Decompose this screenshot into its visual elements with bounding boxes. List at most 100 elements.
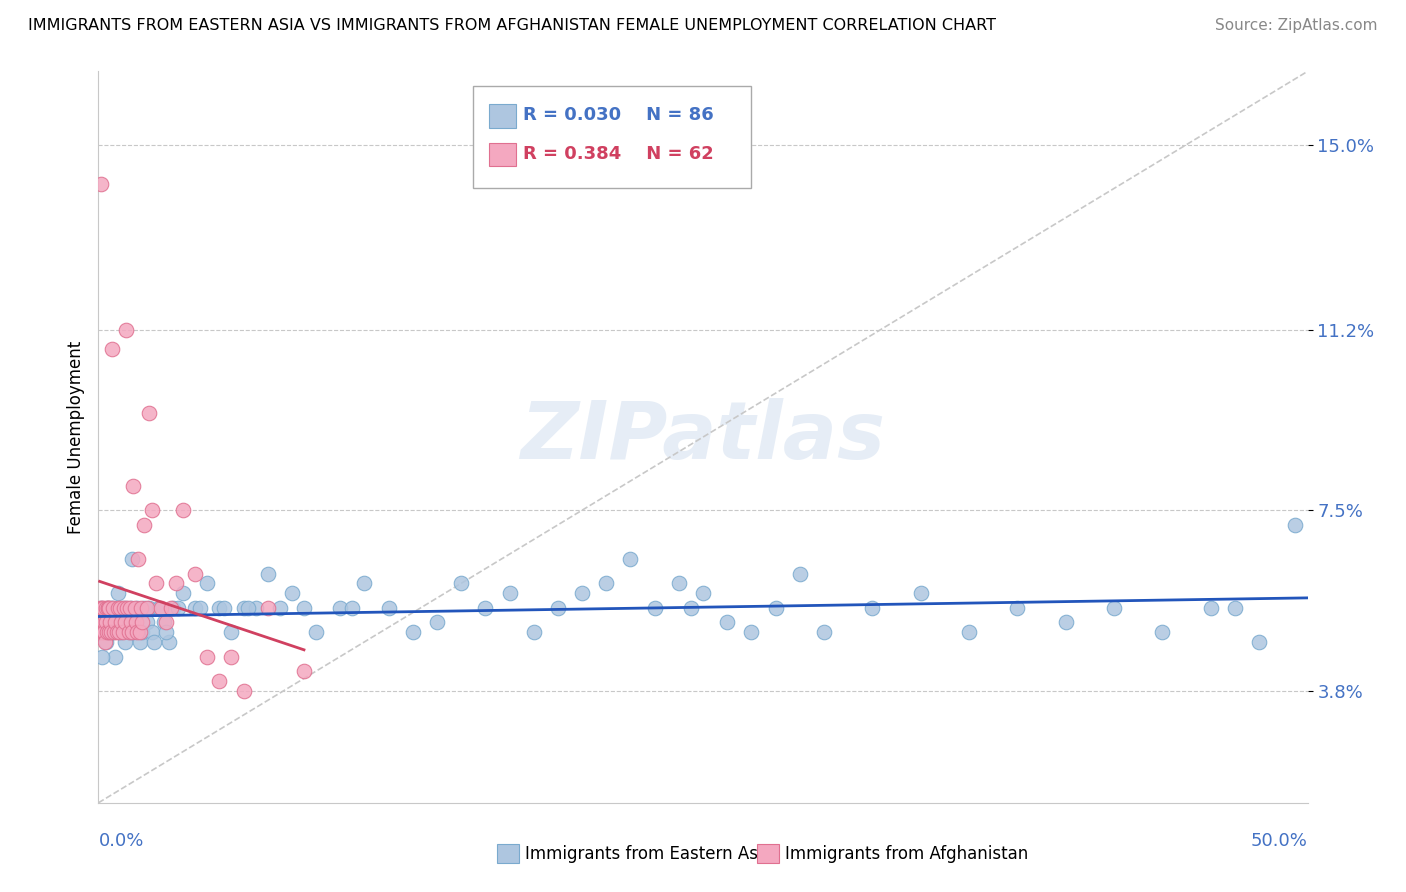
FancyBboxPatch shape bbox=[474, 86, 751, 188]
Point bbox=[103, 625, 125, 640]
Point bbox=[155, 625, 177, 640]
Point bbox=[155, 615, 177, 630]
Point bbox=[692, 586, 714, 600]
Point bbox=[131, 625, 153, 640]
Point bbox=[789, 566, 811, 581]
Point bbox=[118, 625, 141, 640]
Point bbox=[96, 625, 118, 640]
Point bbox=[115, 323, 138, 337]
Point bbox=[188, 600, 211, 615]
Point bbox=[100, 625, 122, 640]
Point bbox=[134, 517, 156, 532]
Point bbox=[157, 635, 180, 649]
Point bbox=[89, 615, 111, 630]
Point bbox=[138, 600, 160, 615]
Point bbox=[305, 625, 328, 640]
Point bbox=[107, 586, 129, 600]
Point bbox=[117, 615, 139, 630]
Point bbox=[679, 600, 702, 615]
Point bbox=[98, 615, 121, 630]
Bar bbox=[498, 845, 519, 863]
Point bbox=[1223, 600, 1246, 615]
Point bbox=[91, 615, 114, 630]
Point bbox=[104, 649, 127, 664]
Text: R = 0.030    N = 86: R = 0.030 N = 86 bbox=[523, 105, 714, 123]
Point bbox=[595, 576, 617, 591]
Point bbox=[90, 177, 112, 191]
Point bbox=[122, 479, 145, 493]
Text: ZIPatlas: ZIPatlas bbox=[520, 398, 886, 476]
Point bbox=[1199, 600, 1222, 615]
Point bbox=[208, 600, 231, 615]
Point bbox=[1054, 615, 1077, 630]
Point bbox=[450, 576, 472, 591]
Point bbox=[97, 625, 120, 640]
Point bbox=[128, 625, 150, 640]
Point bbox=[1007, 600, 1029, 615]
Text: Source: ZipAtlas.com: Source: ZipAtlas.com bbox=[1215, 18, 1378, 33]
Point bbox=[221, 649, 243, 664]
Point bbox=[172, 586, 194, 600]
Point bbox=[547, 600, 569, 615]
Point bbox=[121, 625, 143, 640]
Point bbox=[97, 600, 120, 615]
Point bbox=[110, 625, 132, 640]
Point bbox=[124, 600, 146, 615]
Text: IMMIGRANTS FROM EASTERN ASIA VS IMMIGRANTS FROM AFGHANISTAN FEMALE UNEMPLOYMENT : IMMIGRANTS FROM EASTERN ASIA VS IMMIGRAN… bbox=[28, 18, 995, 33]
Point bbox=[238, 600, 260, 615]
Point bbox=[208, 673, 231, 688]
Point bbox=[127, 625, 149, 640]
Text: 0.0%: 0.0% bbox=[98, 832, 143, 850]
Point bbox=[100, 600, 122, 615]
Point bbox=[118, 625, 141, 640]
Point bbox=[245, 600, 267, 615]
Point bbox=[141, 625, 163, 640]
Point bbox=[498, 586, 520, 600]
Point bbox=[121, 552, 143, 566]
Point bbox=[377, 600, 399, 615]
Point bbox=[256, 600, 278, 615]
Point bbox=[256, 566, 278, 581]
Text: Immigrants from Afghanistan: Immigrants from Afghanistan bbox=[785, 845, 1028, 863]
Point bbox=[221, 625, 243, 640]
Point bbox=[91, 600, 114, 615]
Bar bbox=[489, 143, 516, 167]
Point bbox=[145, 576, 167, 591]
Point bbox=[115, 600, 138, 615]
Point bbox=[93, 615, 115, 630]
Point bbox=[91, 649, 114, 664]
Point bbox=[910, 586, 932, 600]
Point bbox=[523, 625, 546, 640]
Point bbox=[108, 600, 131, 615]
Point bbox=[1249, 635, 1271, 649]
Point bbox=[89, 600, 111, 615]
Point bbox=[474, 600, 496, 615]
Point bbox=[114, 635, 136, 649]
Point bbox=[740, 625, 762, 640]
Point bbox=[292, 664, 315, 678]
Point bbox=[135, 615, 157, 630]
Point bbox=[96, 615, 118, 630]
Point bbox=[111, 625, 134, 640]
Point bbox=[957, 625, 980, 640]
Point bbox=[94, 600, 117, 615]
Point bbox=[105, 615, 128, 630]
Point bbox=[90, 625, 112, 640]
Point bbox=[292, 600, 315, 615]
Point bbox=[353, 576, 375, 591]
Point bbox=[124, 625, 146, 640]
Point bbox=[108, 615, 131, 630]
Point bbox=[100, 343, 122, 357]
Point bbox=[93, 625, 115, 640]
Point bbox=[716, 615, 738, 630]
Point bbox=[1102, 600, 1125, 615]
Point bbox=[107, 600, 129, 615]
Point bbox=[329, 600, 352, 615]
Point bbox=[765, 600, 787, 615]
Point bbox=[90, 600, 112, 615]
Point bbox=[281, 586, 304, 600]
Point bbox=[131, 615, 153, 630]
Point bbox=[184, 566, 207, 581]
Point bbox=[195, 576, 218, 591]
Text: 50.0%: 50.0% bbox=[1251, 832, 1308, 850]
